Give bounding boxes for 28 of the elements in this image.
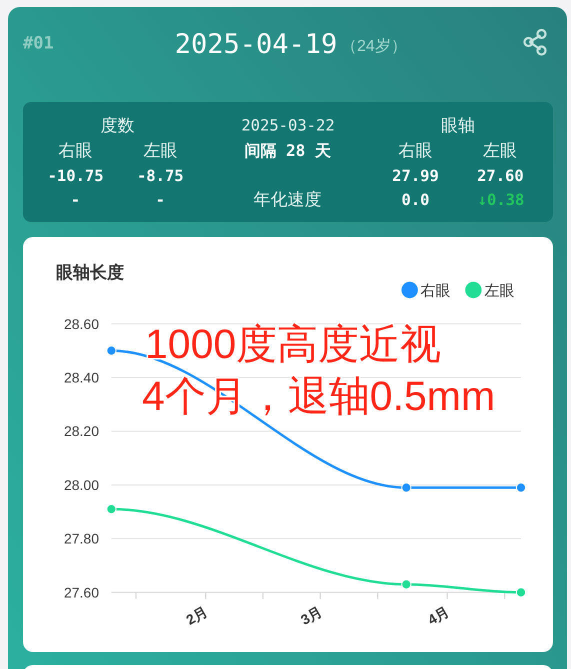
annotation: 27.60 [477, 167, 524, 185]
annotation: 2025-03-22 [241, 116, 335, 134]
annotation: -10.75 [48, 167, 104, 185]
annotation: 1000度高度近视 [145, 321, 442, 367]
annotation: 间隔 28 天 [244, 141, 331, 160]
annotation: ↓0.38 [478, 191, 524, 209]
annotation: 眼轴 [441, 116, 475, 135]
title: 2025-04-19 [174, 29, 338, 60]
chart-title: 眼轴长度 [56, 263, 124, 282]
point [401, 482, 412, 493]
annotation: 左眼 [483, 141, 517, 160]
annotation: 27.99 [392, 167, 439, 185]
subtitle: （24岁） [341, 38, 407, 55]
annotation: - [70, 191, 80, 209]
annotation: 0.0 [402, 191, 430, 209]
annotation: 年化速度 [254, 190, 322, 209]
annotation: 左眼 [143, 141, 178, 160]
point [106, 504, 116, 514]
annotation: - [156, 191, 165, 209]
point [106, 346, 116, 356]
point [516, 587, 526, 598]
point [401, 579, 412, 590]
annotation: -8.75 [136, 167, 184, 185]
annotation: 右眼 [58, 141, 92, 160]
point [516, 482, 526, 493]
annotation: #01 [23, 34, 54, 54]
annotation: 右眼 [398, 141, 432, 160]
annotation: 度数 [100, 116, 135, 135]
